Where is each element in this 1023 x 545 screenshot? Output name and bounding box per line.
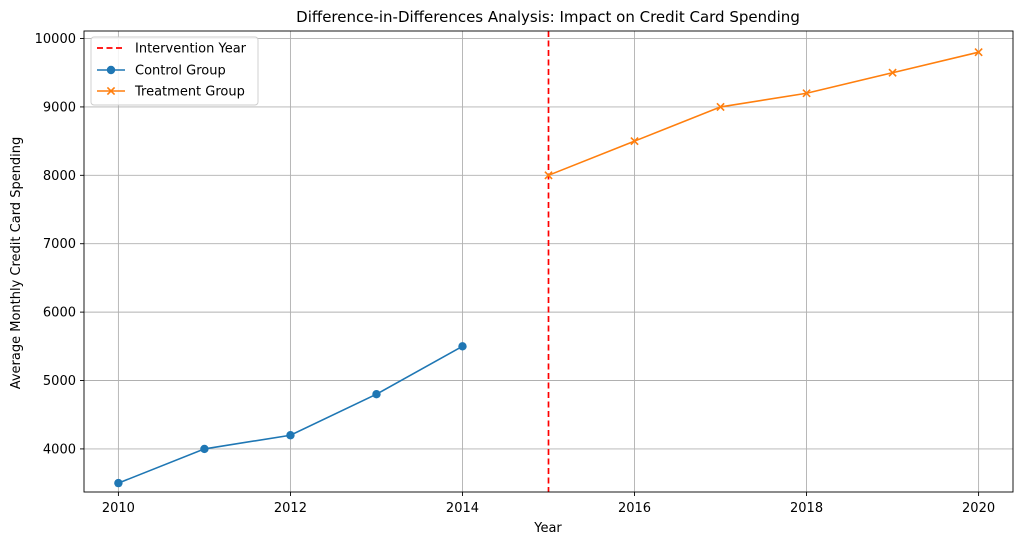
x-tick-label: 2014 [446,501,479,516]
x-marker-stroke [630,136,639,146]
x-axis-title: Year [533,521,562,536]
legend-box [90,36,259,106]
legend-label: Control Group [135,64,226,79]
y-tick-label: 10000 [35,32,76,47]
treatment-group-line [548,51,979,177]
x-marker-stroke [544,171,553,180]
legend: Intervention Year Control Group Treatment … [90,36,259,106]
x-tick-label: 2016 [618,501,651,516]
chart-title: Difference-in-Differences Analysis: Impa… [296,8,800,26]
x-marker-stroke [974,48,983,57]
plot-frame [83,30,1014,493]
control-group-point [372,389,381,399]
control-group-point [114,478,123,488]
x-tick-label: 2010 [102,501,135,516]
x-marker-stroke [802,89,811,98]
y-tick-label: 7000 [43,237,76,252]
plot-area: 2010 2012 2014 2016 2018 2020 4000 5000 6000 7000… [35,30,1014,516]
y-tick-label: 5000 [43,374,76,389]
x-marker-stroke [716,102,725,112]
x-marker-stroke [888,68,897,77]
y-tick-label: 9000 [43,100,76,115]
control-group-point [458,342,467,351]
control-group-point [286,431,295,440]
treatment-group-point [974,48,983,57]
y-tick-label: 8000 [43,169,76,184]
x-tick-label: 2012 [274,501,307,516]
x-tick-label: 2018 [790,501,823,516]
legend-control-group-marker [106,65,116,75]
legend-treatment-group-marker [106,86,116,96]
legend-label: Treatment Group [134,85,245,100]
x-tick-label: 2020 [962,501,995,516]
treatment-group-point [630,136,639,146]
treatment-group-point [544,171,553,180]
treatment-group-point [888,68,897,77]
y-tick-label: 4000 [43,442,76,457]
y-axis-title: Average Monthly Credit Card Spending [9,137,24,390]
treatment-group-point [716,102,725,112]
treatment-group-point [802,89,811,98]
legend-label: Intervention Year [135,42,247,57]
y-tick-label: 6000 [43,306,76,321]
control-group-point [200,444,209,454]
